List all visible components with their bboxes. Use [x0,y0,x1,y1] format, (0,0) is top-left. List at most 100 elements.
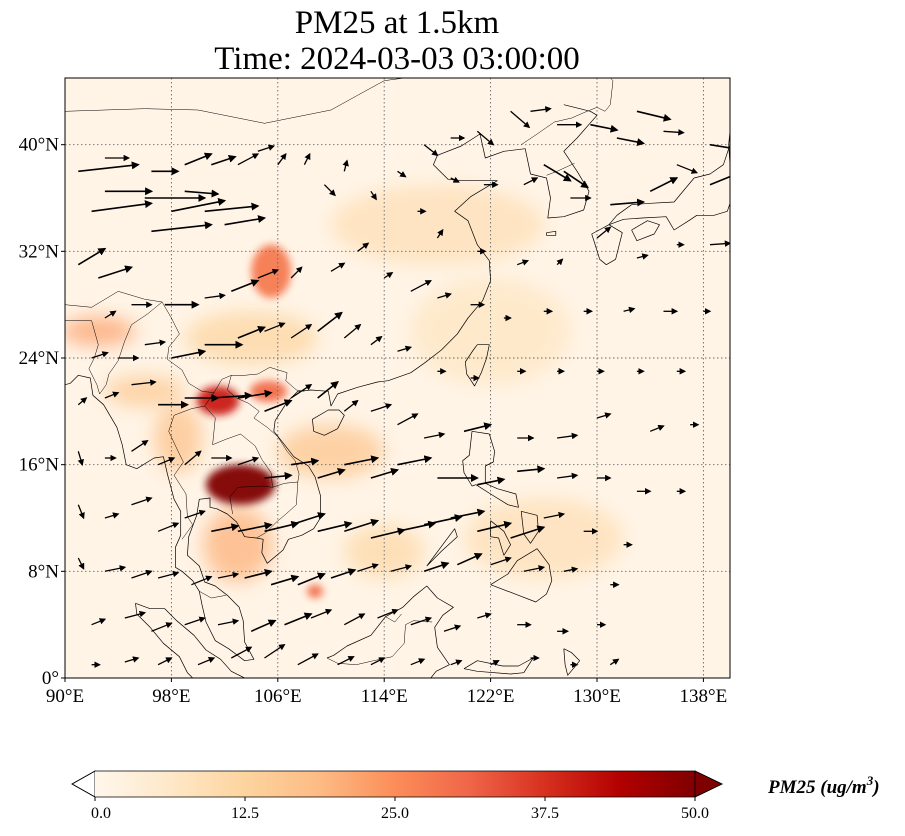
wind-arrow [78,161,140,173]
pm25-hotspot [104,375,185,408]
colorbar-tick-label: 37.5 [531,805,559,822]
wind-arrow [310,608,333,619]
wind-arrow [543,164,572,182]
title-line-2: Time: 2024-03-03 03:00:00 [214,41,579,77]
wind-arrow [709,143,730,149]
wind-arrow [423,431,446,439]
wind-arrow [290,266,303,279]
wind-arrow [237,389,273,399]
wind-arrow [563,170,590,189]
wind-arrow [290,383,313,399]
wind-arrow [344,518,380,533]
wind-arrow [264,322,286,332]
wind-arrow [596,412,612,419]
lon-tick-label: 122°E [467,686,515,707]
wind-arrow [649,177,679,193]
wind-arrow [370,657,386,666]
coastline [65,104,598,662]
country-border [326,620,433,665]
wind-arrow [171,198,227,213]
coastline [608,128,730,231]
wind-arrow [370,403,393,412]
pm25-hotspot [65,316,136,346]
wind-arrow [77,247,107,266]
country-border [521,107,606,145]
wind-arrow [709,240,730,247]
wind-arrow [290,512,326,526]
wind-arrow [317,520,353,533]
lon-tick-label: 138°E [680,686,728,707]
wind-arrow [410,616,433,626]
wind-arrow [98,265,134,279]
wind-arrow [211,154,237,166]
wind-arrow [330,262,346,272]
coastline [608,144,730,225]
lon-tick-label: 98°E [152,686,190,707]
wind-arrow [151,622,173,632]
wind-arrow [171,348,207,359]
wind-arrow [709,175,730,186]
wind-arrow [277,152,287,166]
pm25-hotspot [464,498,624,578]
colorbar: 0.0 12.5 25.0 37.5 50.0 PM25 (ug/m3) [71,770,880,822]
coastline [546,230,557,236]
coastline [591,224,623,266]
wind-arrow [270,574,300,586]
lat-tick-label: 32°N [19,241,60,262]
wind-arrow [284,612,313,626]
wind-arrow [523,565,546,572]
country-border [65,320,100,395]
wind-arrow [217,571,240,579]
wind-arrow [516,259,530,266]
wind-arrow [131,439,149,452]
wind-arrow [397,520,437,533]
wind-arrow [77,451,84,466]
wind-arrow [197,657,216,666]
wind-arrow [370,190,377,201]
wind-arrow [204,292,226,300]
country-border [168,392,215,540]
wind-arrow [184,189,220,198]
wind-arrow [151,221,213,233]
colorbar-tick-label: 25.0 [381,805,409,822]
wind-arrow [211,523,240,533]
wind-arrow [530,106,552,113]
wind-arrow [191,575,213,586]
lon-tick-label: 106°E [254,686,302,707]
wind-arrow [649,424,665,432]
coastline [426,528,458,567]
wind-arrow [609,658,620,666]
pm25-hotspot [184,311,318,365]
pm25-hotspot [154,403,202,473]
coastline [135,603,193,678]
wind-arrow [124,656,140,663]
latitude-tick-labels: 0° 8°N 16°N 24°N 32°N 40°N [19,135,65,689]
colorbar-label: PM25 (ug/m3) [767,773,880,798]
wind-arrow [456,552,483,566]
wind-arrow [623,306,636,314]
wind-arrow [77,504,85,520]
wind-arrow [517,465,546,474]
wind-arrow [184,450,202,466]
wind-arrow [317,381,339,399]
country-border [204,405,273,515]
wind-arrow [323,184,336,197]
wind-arrow [556,258,564,266]
country-border [604,78,614,112]
wind-arrow [343,613,366,626]
colorbar-gradient [95,771,695,797]
wind-arrow [557,432,579,440]
wind-arrow [563,566,579,573]
pm25-hotspot [307,584,324,598]
wind-arrow [523,177,539,186]
lat-tick-label: 16°N [19,455,60,476]
wind-arrow [663,129,685,136]
wind-arrow [476,130,495,146]
coastlines [65,104,730,678]
wind-arrow [257,144,276,152]
map-panel[interactable] [61,77,743,679]
wind-arrow [131,496,153,506]
wind-arrow [344,455,380,466]
coastline [462,430,519,508]
wind-arrow [104,310,117,319]
